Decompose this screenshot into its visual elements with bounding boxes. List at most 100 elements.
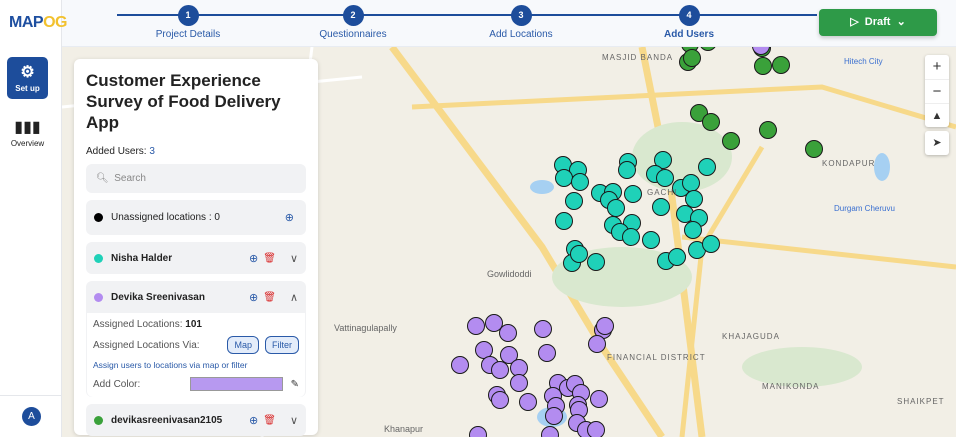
green-location-marker[interactable]	[772, 56, 790, 74]
green-location-marker[interactable]	[683, 49, 701, 67]
teal-location-marker[interactable]	[668, 248, 686, 266]
teal-location-marker[interactable]	[654, 151, 672, 169]
user-card-devika2105: devikasreenivasan2105 ⊕ 🗑︎ ∨	[86, 404, 306, 436]
teal-location-marker[interactable]	[624, 185, 642, 203]
chevron-down-icon: ⌄	[896, 16, 906, 28]
purple-location-marker[interactable]	[510, 359, 528, 377]
user-card-devika: Devika Sreenivasan ⊕ 🗑︎ ∧ Assigned Location…	[86, 281, 306, 397]
purple-location-marker[interactable]	[499, 324, 517, 342]
teal-location-marker[interactable]	[652, 198, 670, 216]
teal-location-marker[interactable]	[685, 190, 703, 208]
project-title: Customer Experience Survey of Food Deliv…	[86, 71, 281, 132]
teal-location-marker[interactable]	[702, 235, 720, 253]
chevron-down-icon[interactable]: ∨	[289, 414, 298, 427]
step-add-locations[interactable]: 3 Add Locations	[466, 5, 576, 40]
map-canvas[interactable]	[62, 47, 956, 437]
chevron-up-icon[interactable]: ∧	[289, 291, 298, 304]
zoom-to-icon[interactable]: ⊕	[249, 291, 259, 304]
trash-icon[interactable]: 🗑︎	[263, 252, 276, 264]
unassigned-row: Unassigned locations : 0 ⊕	[86, 200, 306, 235]
assigned-count: 101	[185, 319, 202, 330]
green-location-marker[interactable]	[690, 104, 708, 122]
zoom-in-button[interactable]: +	[932, 58, 942, 75]
green-location-marker[interactable]	[722, 132, 740, 150]
via-map-button[interactable]: Map	[227, 336, 259, 354]
zoom-to-icon[interactable]: ⊕	[249, 414, 259, 427]
step-label: Project Details	[155, 29, 221, 40]
teal-location-marker[interactable]	[587, 253, 605, 271]
purple-location-marker[interactable]	[469, 426, 487, 437]
step-add-users[interactable]: 4 Add Users	[634, 5, 744, 40]
purple-location-marker[interactable]	[534, 320, 552, 338]
user-card-nisha: Nisha Halder ⊕ 🗑︎ ∨	[86, 242, 306, 274]
purple-location-marker[interactable]	[752, 47, 770, 55]
purple-location-marker[interactable]	[587, 421, 605, 437]
green-location-marker[interactable]	[759, 121, 777, 139]
purple-location-marker[interactable]	[467, 317, 485, 335]
purple-location-marker[interactable]	[485, 314, 503, 332]
purple-location-marker[interactable]	[541, 426, 559, 437]
color-swatch[interactable]	[189, 377, 283, 391]
sidebar-item-overview[interactable]: ▮▮▮ Overview	[7, 112, 48, 154]
teal-location-marker[interactable]	[607, 199, 625, 217]
purple-location-marker[interactable]	[590, 390, 608, 408]
draft-button[interactable]: ▷ Draft ⌄	[819, 9, 937, 36]
teal-location-marker[interactable]	[642, 231, 660, 249]
compass-button[interactable]: ▲	[925, 103, 949, 127]
zoom-out-button[interactable]: −	[925, 79, 949, 103]
purple-location-marker[interactable]	[475, 341, 493, 359]
chevron-down-icon[interactable]: ∨	[289, 252, 298, 265]
step-project-details[interactable]: 1 Project Details	[133, 5, 243, 40]
pencil-icon[interactable]: ✎	[290, 378, 299, 390]
purple-location-marker[interactable]	[596, 317, 614, 335]
purple-location-marker[interactable]	[500, 346, 518, 364]
assign-hint-link[interactable]: Assign users to locations via map or fil…	[93, 360, 248, 370]
trash-icon[interactable]: 🗑︎	[263, 414, 276, 426]
green-location-marker[interactable]	[805, 140, 823, 158]
search-placeholder: Search	[114, 173, 146, 184]
search-input[interactable]: 🔍︎ Search	[86, 164, 306, 193]
teal-location-marker[interactable]	[698, 158, 716, 176]
purple-location-marker[interactable]	[491, 391, 509, 409]
teal-location-marker[interactable]	[684, 221, 702, 239]
purple-location-marker[interactable]	[545, 407, 563, 425]
locate-icon: ➤	[932, 137, 942, 149]
step-questionnaires[interactable]: 2 Questionnaires	[298, 5, 408, 40]
green-location-marker[interactable]	[754, 57, 772, 75]
purple-location-marker[interactable]	[451, 356, 469, 374]
step-number: 1	[177, 5, 199, 26]
teal-location-marker[interactable]	[555, 212, 573, 230]
zoom-to-icon[interactable]: ⊕	[249, 252, 259, 265]
avatar[interactable]: A	[22, 407, 41, 426]
sidebar-item-setup[interactable]: ⚙ Set up	[7, 57, 48, 99]
green-location-marker[interactable]	[702, 113, 720, 131]
purple-location-marker[interactable]	[519, 393, 537, 411]
via-filter-button[interactable]: Filter	[265, 336, 299, 354]
green-location-marker[interactable]	[700, 47, 717, 51]
purple-location-marker[interactable]	[538, 344, 556, 362]
bar-chart-icon: ▮▮▮	[14, 119, 41, 136]
user-details: Assigned Locations: 101 Assigned Locatio…	[87, 313, 305, 397]
trash-icon[interactable]: 🗑︎	[263, 291, 276, 303]
stepper-track	[117, 14, 817, 16]
teal-location-marker[interactable]	[618, 161, 636, 179]
purple-location-marker[interactable]	[491, 361, 509, 379]
teal-location-marker[interactable]	[682, 174, 700, 192]
teal-location-marker[interactable]	[565, 192, 583, 210]
assigned-label: Assigned Locations:	[93, 319, 183, 330]
teal-location-marker[interactable]	[622, 228, 640, 246]
teal-location-marker[interactable]	[570, 245, 588, 263]
purple-location-marker[interactable]	[510, 374, 528, 392]
zoom-to-icon[interactable]: ⊕	[284, 212, 294, 224]
user-color-dot	[94, 292, 103, 302]
map-label: GACHI	[647, 188, 678, 197]
sidebar: MAPOG ⚙ Set up ▮▮▮ Overview A	[0, 0, 67, 437]
teal-location-marker[interactable]	[555, 169, 573, 187]
locate-button[interactable]: ➤	[925, 131, 949, 155]
map-label: MANIKONDA	[762, 382, 820, 391]
teal-location-marker[interactable]	[656, 169, 674, 187]
purple-location-marker[interactable]	[588, 335, 606, 353]
map-label: SHAIKPET	[897, 397, 945, 406]
unassigned-label: Unassigned locations : 0	[111, 212, 220, 223]
teal-location-marker[interactable]	[571, 173, 589, 191]
